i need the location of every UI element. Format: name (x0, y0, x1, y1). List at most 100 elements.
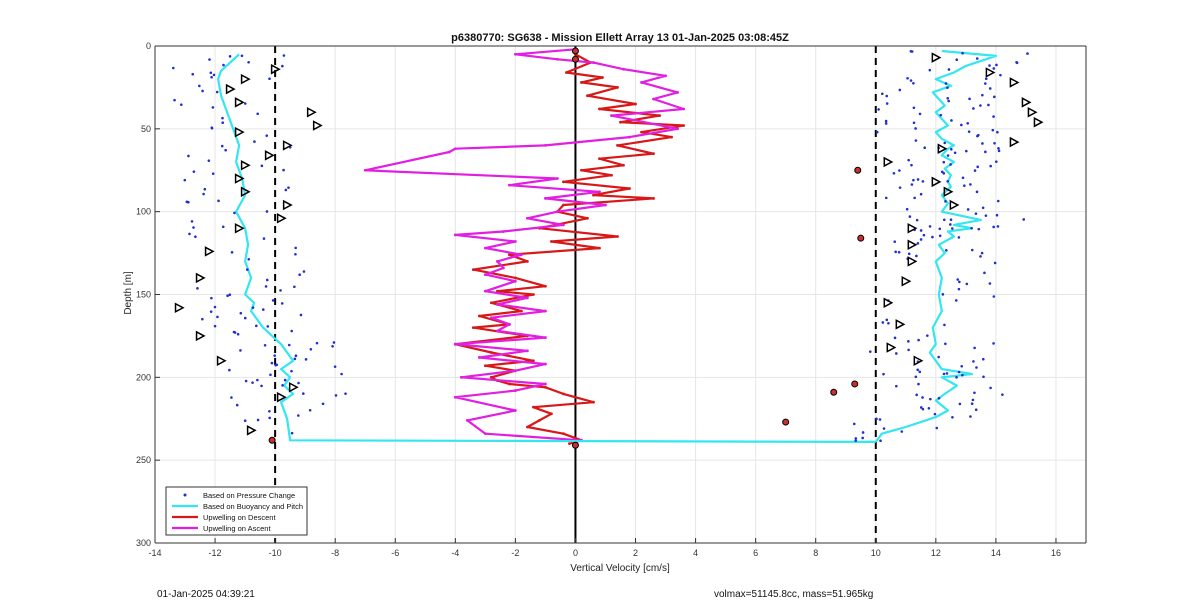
pressure-dot (914, 127, 917, 130)
series-point (532, 293, 535, 296)
pressure-dot (979, 104, 982, 107)
series-point (544, 309, 547, 313)
pressure-dot (290, 329, 294, 333)
pressure-dot (881, 321, 885, 324)
pressure-dot (210, 126, 214, 130)
pressure-dot (995, 63, 998, 67)
series-point (652, 197, 655, 200)
pressure-dot (895, 384, 898, 388)
pressure-dot (964, 149, 968, 153)
triangle-marker (913, 355, 924, 367)
triangle-marker (276, 213, 287, 224)
pressure-dot (947, 68, 951, 71)
pressure-dot (875, 417, 878, 421)
pressure-dot (224, 148, 227, 152)
triangle-marker (264, 150, 275, 161)
pressure-dot (265, 210, 269, 213)
series-point (619, 120, 622, 124)
pressure-dot (268, 77, 271, 81)
triangle-marker (234, 97, 245, 108)
series-point (556, 57, 559, 61)
pressure-dot (910, 163, 913, 167)
pressure-dot (236, 332, 240, 336)
pressure-dot (217, 199, 220, 203)
series-point (544, 144, 547, 147)
pressure-dot (907, 158, 910, 162)
triangle-marker (246, 425, 257, 436)
legend-label: Based on Pressure Change (203, 491, 295, 500)
series-point (550, 412, 553, 416)
pressure-dot (894, 352, 898, 355)
pressure-dot (239, 311, 243, 315)
pressure-dot (975, 366, 978, 369)
pressure-dot (222, 63, 225, 67)
pressure-dot (260, 164, 264, 168)
pressure-dot (951, 227, 954, 230)
x-axis-label: Vertical Velocity [cm/s] (570, 563, 670, 574)
pressure-dot (251, 381, 254, 384)
y-tick-label: 250 (136, 455, 151, 465)
series-point (526, 425, 529, 429)
pressure-dot (957, 236, 961, 239)
pressure-dot (268, 416, 272, 420)
series-point (682, 107, 685, 111)
pressure-dot (907, 340, 910, 343)
pressure-dot (884, 196, 888, 200)
pressure-dot (183, 178, 187, 182)
pressure-dot (294, 246, 297, 250)
pressure-dot (912, 121, 916, 125)
pressure-dot (194, 235, 197, 239)
series-point (580, 168, 583, 172)
pressure-dot (943, 323, 946, 327)
series-point (544, 362, 547, 366)
triangle-marker (282, 140, 293, 151)
triangle-marker (270, 63, 281, 75)
pressure-dot (939, 113, 943, 117)
pressure-dot (228, 55, 232, 58)
pressure-dot (961, 373, 964, 377)
pressure-dot (315, 341, 319, 345)
pressure-dot (943, 141, 947, 145)
pressure-dot (274, 363, 278, 367)
pressure-dot (210, 296, 213, 300)
y-tick-label: 100 (136, 207, 151, 217)
pressure-dot (270, 361, 274, 365)
series-line (217, 53, 876, 443)
pressure-dot (212, 73, 216, 77)
pressure-dot (907, 252, 911, 256)
pressure-dot (950, 119, 953, 122)
apogee-marker (571, 47, 579, 55)
pressure-dot (228, 293, 232, 297)
pressure-dot (235, 403, 239, 407)
pressure-dot (878, 418, 882, 421)
pressure-dot (282, 54, 286, 57)
pressure-dot (914, 375, 918, 379)
pressure-dot (239, 349, 242, 352)
series-point (550, 240, 553, 243)
pressure-dot (984, 214, 988, 217)
pressure-dot (918, 112, 922, 116)
triangle-marker (234, 173, 245, 184)
pressure-dot (898, 88, 902, 92)
pressure-dot (989, 164, 992, 168)
series-point (610, 173, 613, 177)
pressure-dot (884, 119, 888, 123)
pressure-dot (190, 220, 194, 223)
pressure-dot (983, 82, 987, 85)
apogee-marker (571, 441, 579, 449)
pressure-dot (944, 200, 947, 203)
pressure-dot (984, 150, 987, 154)
pressure-dot (937, 396, 941, 400)
pressure-dot (209, 310, 213, 313)
apogee-marker (857, 234, 865, 242)
pressure-dot (995, 213, 999, 217)
pressure-dot (923, 146, 927, 149)
x-tick-label: -8 (331, 548, 339, 558)
pressure-dot (979, 255, 982, 258)
pressure-dot (991, 128, 995, 132)
pressure-dot (266, 325, 270, 328)
y-tick-label: 150 (136, 290, 151, 300)
pressure-dot (173, 98, 176, 102)
series-point (507, 183, 511, 187)
